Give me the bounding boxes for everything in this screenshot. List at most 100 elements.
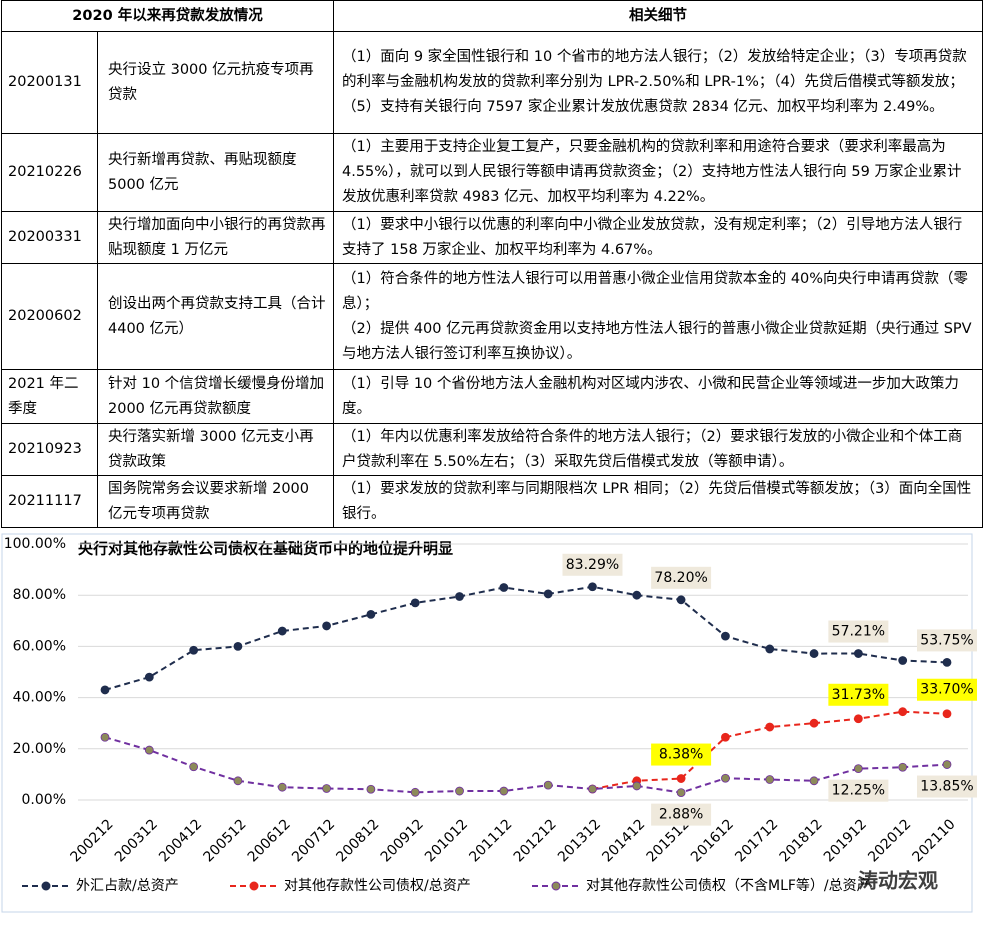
date-cell: 20200131 [1,31,98,134]
series-line [104,736,948,794]
legend-label: 外汇占款/总资产 [76,878,179,894]
label-background [917,629,977,652]
data-point [765,775,775,784]
table-row: 20200331 央行增加面向中小银行的再贷款再贴现额度 1 万亿元 （1）要求中小… [1,211,983,264]
data-point [853,649,863,658]
label-background [917,678,977,701]
table-body: 20200131 央行设立 3000 亿元抗疫专项再贷款 （1）面向 9 家全国性银… [1,31,983,528]
policy-cell: 针对 10 个信贷增长缓慢身份增加 2000 亿元再贷款额度 [97,369,334,424]
date-cell: 20200602 [1,263,98,370]
legend-label: 对其他存款性公司债权/总资产 [284,878,471,894]
data-label: 8.38% [659,747,703,763]
data-point [233,776,243,786]
date-cell: 20211117 [1,475,98,528]
data-label: 33.70% [920,682,973,698]
data-point [410,787,420,797]
data-label: 13.85% [920,779,973,795]
table-row: 20200131 央行设立 3000 亿元抗疫专项再贷款 （1）面向 9 家全国性银… [1,31,983,134]
data-point [100,732,110,742]
policy-cell: 央行增加面向中小银行的再贷款再贴现额度 1 万亿元 [97,211,334,264]
data-label: 12.25% [832,783,885,799]
data-point [765,722,775,732]
label-background [828,779,889,802]
y-tick-label: 0.00% [22,792,66,808]
data-point [898,707,908,717]
chart-title: 央行对其他存款性公司债权在基础货币中的地位提升明显 [78,540,453,558]
data-point [588,582,597,592]
data-label: 78.20% [654,570,707,586]
detail-cell: （1）要求中小银行以优惠的利率向中小微企业发放贷款，没有规定利率；（2）引导地方… [333,211,983,264]
data-point [322,621,331,631]
detail-cell: （1）符合条件的地方性法人银行可以用普惠小微企业信用贷款本金的 40%向央行申请… [333,263,983,370]
legend-marker [551,881,561,891]
y-tick-label: 20.00% [13,741,66,757]
data-label: 31.73% [832,687,885,703]
data-label: 53.75% [920,632,973,648]
detail-paragraph: （1）引导 10 个省份地方法人金融机构对区域内涉农、小微和民营企业等领域进一步… [342,375,959,417]
data-point [100,685,110,695]
data-point [322,784,331,793]
date-cell: 20210226 [1,133,98,212]
data-point [189,762,199,772]
data-point [455,592,464,601]
label-background [562,553,623,576]
label-background [917,775,977,798]
chart: 央行对其他存款性公司债权在基础货币中的地位提升明显 0.00% 20.00% 40.… [1,533,977,913]
detail-cell: （1）年内以优惠利率发放给符合条件的地方法人银行；（2）要求银行发放的小微企业和… [333,423,983,476]
data-point [898,656,908,665]
data-point [676,788,686,798]
data-point [853,714,863,724]
policy-cell: 创设出两个再贷款支持工具（合计 4400 亿元） [97,263,334,370]
data-point [499,786,509,796]
policy-cell: 国务院常务会议要求新增 2000 亿元专项再贷款 [97,475,334,528]
legend-marker [249,881,259,891]
legend-label: 对其他存款性公司债权（不含MLF等）/总资产 [586,877,871,894]
data-point [410,598,420,608]
data-point [233,642,243,651]
data-point [721,631,730,641]
data-label: 83.29% [566,557,619,573]
y-tick-label: 60.00% [13,638,66,654]
date-cell: 20200331 [1,211,98,264]
detail-paragraph: （1）要求中小银行以优惠的利率向中小微企业发放贷款，没有规定利率；（2）引导地方… [342,216,963,258]
data-point [721,773,730,783]
data-point [632,781,642,791]
label-background [651,803,712,826]
data-point [632,590,642,600]
data-point [809,718,819,728]
table-row: 20200602 创设出两个再贷款支持工具（合计 4400 亿元） （1）符合条件的… [1,263,983,370]
series-line [104,585,948,691]
detail-paragraph: （1）要求发放的贷款利率与同期限档次 LPR 相同；（2）先贷后借模式等额发放；… [342,480,972,522]
data-point [499,583,509,592]
date-cell: 2021 年二季度 [1,369,98,424]
data-point [366,784,376,794]
data-point [676,774,686,783]
policy-cell: 央行设立 3000 亿元抗疫专项再贷款 [97,31,334,134]
data-point [588,784,597,794]
data-point [144,745,154,755]
data-point [898,762,908,772]
data-point [366,610,376,619]
header-cell: 2020 年以来再贷款发放情况 [1,0,334,32]
detail-cell: （1）主要用于支持企业复工复产，只要金融机构的贷款利率和用途符合要求（要求利率最… [333,133,983,212]
table-row: 20210226 央行新增再贷款、再贴现额度 5000 亿元 （1）主要用于支持企业… [1,133,983,212]
label-background [651,566,712,589]
detail-paragraph: （1）主要用于支持企业复工复产，只要金融机构的贷款利率和用途符合要求（要求利率最… [342,139,962,205]
data-point [942,760,952,769]
data-point [809,776,819,786]
data-point [853,764,863,774]
data-point [455,786,464,796]
detail-paragraph: （1）面向 9 家全国性银行和 10 个省市的地方法人银行；（2）发放给特定企业… [342,49,967,115]
header-cell: 相关细节 [333,0,983,32]
detail-paragraph: （2）提供 400 亿元再贷款资金用以支持地方性法人银行的普惠小微企业贷款延期（… [342,320,972,362]
date-cell: 20210923 [1,423,98,476]
y-tick-label: 40.00% [13,690,66,706]
watermark: 涛动宏观 [858,869,938,893]
table-row: 20211117 国务院常务会议要求新增 2000 亿元专项再贷款 （1）要求发放的… [1,475,983,528]
detail-cell: （1）面向 9 家全国性银行和 10 个省市的地方法人银行；（2）发放给特定企业… [333,31,983,134]
data-label: 57.21% [832,624,885,640]
data-point [809,649,819,658]
label-background [651,743,712,766]
data-point [543,780,553,790]
